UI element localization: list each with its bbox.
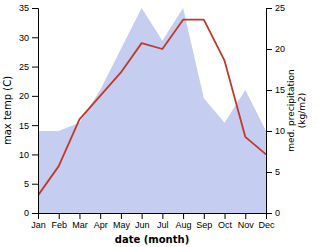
- x-tick: Mar: [72, 213, 88, 230]
- x-tick: Jul: [157, 213, 169, 230]
- y-tick-mark: [32, 8, 38, 9]
- y2-tick: 0: [266, 208, 280, 218]
- y2-tick-mark: [266, 49, 272, 50]
- y-tick-mark: [32, 125, 38, 126]
- x-tick-label: Sep: [196, 220, 212, 230]
- y-tick-label: 10: [19, 150, 29, 160]
- x-tick-mark: [100, 213, 101, 219]
- y-tick-label: 25: [19, 62, 29, 72]
- x-tick: Jan: [31, 213, 46, 230]
- y2-tick-mark: [266, 213, 272, 214]
- y2-tick: 20: [266, 44, 285, 54]
- y-tick: 35: [19, 3, 38, 13]
- chart: JanFebMarAprMayJunJulAugSepOctNovDec0510…: [0, 0, 318, 247]
- y-axis-title: max temp (C): [2, 76, 13, 145]
- y-axis-line: [32, 9, 39, 214]
- x-tick: Apr: [94, 213, 108, 230]
- y-tick-mark: [32, 154, 38, 155]
- x-tick: Dec: [258, 213, 275, 230]
- y2-axis-title: med. precipitation(kg/m2): [286, 69, 307, 151]
- y-tick-mark: [32, 67, 38, 68]
- y2-tick-label: 0: [275, 208, 280, 218]
- y2-tick-label: 10: [275, 126, 285, 136]
- y2-tick-label: 15: [275, 85, 285, 95]
- x-tick: Oct: [218, 213, 233, 230]
- y-tick: 10: [19, 150, 38, 160]
- y2-tick-label: 20: [275, 44, 285, 54]
- x-tick-mark: [59, 213, 60, 219]
- x-tick-mark: [183, 213, 184, 219]
- x-tick-label: Dec: [258, 220, 275, 230]
- x-tick-label: Mar: [72, 220, 88, 230]
- x-axis-line: [39, 214, 267, 220]
- y-tick-label: 20: [19, 91, 29, 101]
- y-tick: 0: [24, 208, 38, 218]
- x-tick-label: Nov: [238, 220, 255, 230]
- y2-tick: 15: [266, 85, 285, 95]
- y2-tick: 25: [266, 3, 285, 13]
- y-tick-label: 30: [19, 33, 29, 43]
- y2-axis-line: [267, 9, 273, 214]
- x-tick-label: Jun: [135, 220, 150, 230]
- x-tick: Sep: [196, 213, 212, 230]
- y-tick-label: 15: [19, 121, 29, 131]
- y-tick: 30: [19, 33, 38, 43]
- x-tick: Nov: [238, 213, 255, 230]
- x-tick-mark: [121, 213, 122, 219]
- y2-axis: 0 5 10 15 20 25: [266, 3, 285, 218]
- x-axis: Jan Feb Mar Apr May Jun Jul Aug Sep Oct NovDec: [31, 213, 275, 230]
- x-tick-label: Oct: [218, 220, 233, 230]
- x-tick-label: Aug: [176, 220, 192, 230]
- y-tick-mark: [32, 96, 38, 97]
- y-tick-label: 35: [19, 3, 29, 13]
- y2-tick-mark: [266, 8, 272, 9]
- y-tick-mark: [32, 37, 38, 38]
- x-tick-mark: [142, 213, 143, 219]
- y-tick-label: 0: [24, 208, 29, 218]
- x-tick: Feb: [51, 213, 67, 230]
- y2-tick-label: 5: [275, 167, 280, 177]
- temperature-line: [38, 20, 266, 196]
- x-tick: May: [113, 213, 131, 230]
- precipitation-area: [38, 8, 266, 213]
- x-tick-mark: [225, 213, 226, 219]
- marks: [38, 8, 266, 213]
- x-tick-label: Jul: [157, 220, 169, 230]
- x-tick-mark: [204, 213, 205, 219]
- y-tick-label: 5: [24, 179, 29, 189]
- y-tick-mark: [32, 184, 38, 185]
- y-axis: 0 5 10 15 20 25 30 35: [19, 3, 39, 218]
- y-tick: 25: [19, 62, 38, 72]
- plot: JanFebMarAprMayJunJulAugSepOctNovDec0510…: [19, 3, 285, 230]
- x-tick-mark: [162, 213, 163, 219]
- y-tick: 20: [19, 91, 38, 101]
- y2-tick: 10: [266, 126, 285, 136]
- x-tick-label: Feb: [51, 220, 67, 230]
- y2-tick-mark: [266, 172, 272, 173]
- x-tick-label: Jan: [31, 220, 46, 230]
- y-tick: 15: [19, 121, 38, 131]
- x-axis-title: date (month): [115, 234, 189, 245]
- y2-tick-mark: [266, 131, 272, 132]
- y2-tick-mark: [266, 90, 272, 91]
- x-tick: Aug: [176, 213, 192, 230]
- x-tick: Jun: [135, 213, 150, 230]
- x-tick-mark: [79, 213, 80, 219]
- x-tick-label: Apr: [94, 220, 108, 230]
- y-tick: 5: [24, 179, 38, 189]
- x-tick-label: May: [113, 220, 131, 230]
- y2-tick-label: 25: [275, 3, 285, 13]
- y2-tick: 5: [266, 167, 280, 177]
- x-tick-mark: [245, 213, 246, 219]
- y-tick-mark: [32, 213, 38, 214]
